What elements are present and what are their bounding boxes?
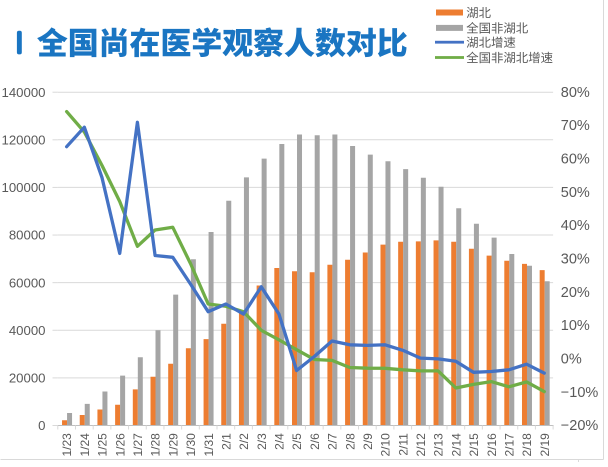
svg-text:2/8: 2/8 <box>343 433 357 450</box>
svg-text:2/4: 2/4 <box>273 433 287 450</box>
svg-text:2/11: 2/11 <box>396 433 410 456</box>
svg-text:80000: 80000 <box>9 228 46 243</box>
svg-text:2/10: 2/10 <box>379 433 393 457</box>
svg-text:80%: 80% <box>561 85 590 101</box>
svg-text:2/18: 2/18 <box>520 433 534 457</box>
svg-text:1/23: 1/23 <box>60 433 74 457</box>
svg-text:2/6: 2/6 <box>308 433 322 450</box>
svg-text:1/30: 1/30 <box>184 433 198 457</box>
svg-text:2/7: 2/7 <box>326 433 340 450</box>
svg-text:2/9: 2/9 <box>361 433 375 450</box>
svg-text:2/15: 2/15 <box>467 433 481 457</box>
svg-text:10%: 10% <box>561 318 590 334</box>
svg-text:1/27: 1/27 <box>131 433 145 457</box>
svg-text:2/2: 2/2 <box>237 433 251 450</box>
svg-text:2/19: 2/19 <box>538 433 552 457</box>
svg-text:100000: 100000 <box>1 180 45 195</box>
svg-text:120000: 120000 <box>1 132 45 147</box>
svg-text:1/25: 1/25 <box>96 433 110 457</box>
svg-text:40%: 40% <box>561 218 590 234</box>
svg-text:50%: 50% <box>561 185 590 201</box>
svg-text:1/24: 1/24 <box>78 433 92 457</box>
svg-text:2/17: 2/17 <box>503 433 517 457</box>
svg-text:2/12: 2/12 <box>414 433 428 457</box>
svg-text:−10%: −10% <box>561 385 599 401</box>
svg-text:1/31: 1/31 <box>202 433 216 457</box>
svg-text:−20%: −20% <box>561 418 599 434</box>
svg-text:60%: 60% <box>561 152 590 168</box>
svg-text:2/14: 2/14 <box>449 433 463 457</box>
svg-text:2/3: 2/3 <box>255 433 269 450</box>
svg-text:70%: 70% <box>561 118 590 134</box>
svg-text:40000: 40000 <box>9 323 46 338</box>
svg-text:1/26: 1/26 <box>113 433 127 457</box>
svg-text:20%: 20% <box>561 285 590 301</box>
svg-text:2/16: 2/16 <box>485 433 499 457</box>
svg-text:0: 0 <box>38 418 45 433</box>
svg-text:2/13: 2/13 <box>432 433 446 457</box>
svg-text:30%: 30% <box>561 251 590 267</box>
svg-text:0%: 0% <box>561 351 582 367</box>
svg-text:2/1: 2/1 <box>220 433 234 450</box>
svg-text:1/28: 1/28 <box>149 433 163 457</box>
svg-text:60000: 60000 <box>9 275 46 290</box>
svg-text:20000: 20000 <box>9 371 46 386</box>
svg-text:1/29: 1/29 <box>166 433 180 457</box>
svg-text:2/5: 2/5 <box>290 433 304 450</box>
svg-text:140000: 140000 <box>1 85 45 100</box>
